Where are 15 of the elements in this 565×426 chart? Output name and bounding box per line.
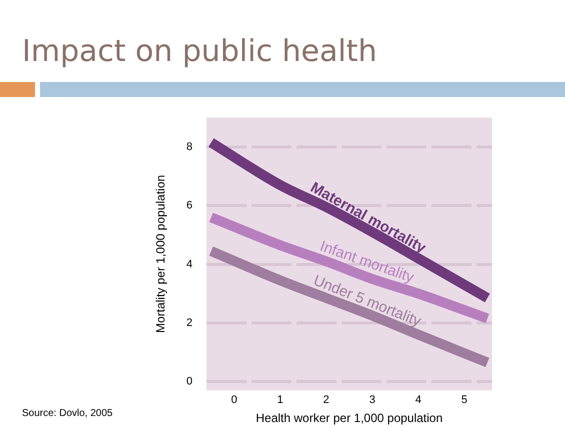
source-note: Source: Dovlo, 2005	[22, 408, 113, 419]
y-tick-label: 2	[186, 316, 193, 329]
x-tick-label: 2	[323, 394, 330, 406]
x-tick-label: 5	[461, 394, 468, 406]
x-axis-title: Health worker per 1,000 population	[256, 411, 443, 426]
y-tick-label: 6	[186, 200, 193, 212]
x-tick-label: 4	[415, 394, 422, 406]
y-tick-label: 8	[186, 140, 193, 153]
x-tick-label: 1	[277, 394, 284, 406]
y-tick-label: 0	[186, 376, 193, 388]
x-tick-label: 3	[369, 394, 376, 406]
x-tick-label: 0	[231, 394, 238, 406]
chart-title: Impact on public health	[22, 34, 377, 69]
y-axis-title: Mortality per 1,000 population	[154, 174, 168, 334]
y-tick-label: 4	[186, 258, 193, 270]
